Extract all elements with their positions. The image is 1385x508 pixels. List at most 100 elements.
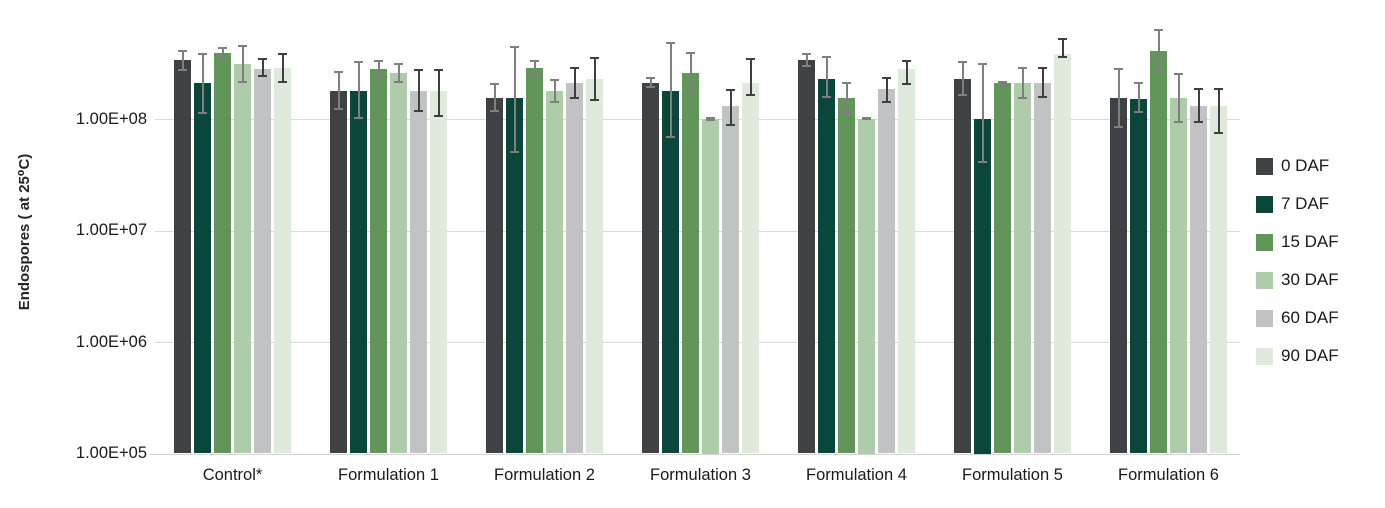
error-bar — [669, 42, 672, 138]
bar — [838, 97, 855, 454]
error-bar-cap-bottom — [178, 68, 187, 71]
error-bar — [961, 61, 964, 97]
error-bar — [1197, 87, 1200, 124]
error-bar — [513, 46, 516, 153]
bar — [702, 119, 719, 454]
error-bar-cap-bottom — [550, 100, 559, 103]
error-bar-cap-top — [1194, 87, 1203, 90]
bar — [254, 69, 271, 454]
error-bar — [493, 83, 496, 113]
bar — [1170, 97, 1187, 454]
error-bar-cap-top — [902, 59, 911, 62]
legend-item: 90 DAF — [1256, 346, 1339, 366]
bar — [390, 72, 407, 454]
error-bar-cap-top — [1134, 81, 1143, 84]
error-bar-cap-bottom — [842, 112, 851, 115]
legend-item: 0 DAF — [1256, 156, 1339, 176]
error-bar-cap-bottom — [434, 114, 443, 117]
error-bar-cap-bottom — [882, 100, 891, 103]
x-category-label: Formulation 1 — [338, 466, 439, 484]
legend-swatch — [1256, 195, 1273, 213]
bar — [1130, 99, 1147, 454]
error-bar — [1137, 81, 1140, 114]
error-bar-cap-top — [978, 62, 987, 65]
error-bar-cap-top — [726, 89, 735, 92]
legend-swatch — [1256, 347, 1273, 365]
bar — [662, 90, 679, 454]
error-bar-cap-top — [646, 76, 655, 79]
error-bar — [1217, 87, 1220, 135]
bar — [350, 90, 367, 454]
legend-swatch — [1256, 271, 1273, 289]
bar — [1190, 106, 1207, 454]
bar — [586, 78, 603, 454]
bar — [546, 90, 563, 454]
error-bar-cap-bottom — [374, 74, 383, 77]
error-bar-cap-bottom — [1114, 126, 1123, 129]
error-bar — [749, 58, 752, 97]
legend: 0 DAF 7 DAF 15 DAF 30 DAF 60 DAF 90 DAF — [1256, 156, 1339, 384]
error-bar-cap-top — [666, 42, 675, 45]
error-bar-cap-bottom — [198, 112, 207, 115]
error-bar — [417, 69, 420, 113]
error-bar-cap-top — [394, 63, 403, 66]
error-bar — [981, 62, 984, 164]
bar — [798, 59, 815, 454]
bar — [1150, 50, 1167, 454]
bar — [234, 64, 251, 454]
error-bar-cap-bottom — [646, 85, 655, 88]
error-bar-cap-bottom — [746, 94, 755, 97]
error-bar — [885, 76, 888, 103]
error-bar — [337, 70, 340, 111]
error-bar-cap-top — [510, 46, 519, 49]
error-bar-cap-top — [414, 69, 423, 72]
bar — [526, 68, 543, 454]
y-tick-label: 1.00E+08 — [75, 109, 147, 128]
bar — [858, 119, 875, 454]
error-bar — [729, 89, 732, 126]
legend-swatch — [1256, 233, 1273, 251]
bar — [1110, 97, 1127, 454]
legend-item: 30 DAF — [1256, 270, 1339, 290]
error-bar-cap-top — [278, 53, 287, 56]
error-bar-cap-bottom — [530, 74, 539, 77]
error-bar-cap-top — [334, 70, 343, 73]
bar — [370, 69, 387, 454]
error-bar-cap-bottom — [902, 83, 911, 86]
error-bar-cap-bottom — [958, 94, 967, 97]
bar — [818, 78, 835, 454]
error-bar-cap-top — [218, 47, 227, 50]
bar — [742, 83, 759, 454]
error-bar-cap-top — [590, 56, 599, 59]
error-bar-cap-top — [706, 116, 715, 119]
error-bar — [281, 53, 284, 84]
error-bar-cap-bottom — [590, 99, 599, 101]
error-bar-cap-bottom — [258, 74, 267, 77]
error-bar-cap-bottom — [686, 90, 695, 93]
error-bar-cap-top — [550, 78, 559, 81]
error-bar-cap-bottom — [1018, 97, 1027, 100]
error-bar-cap-top — [822, 56, 831, 59]
error-bar — [437, 69, 440, 117]
error-bar — [181, 49, 184, 71]
legend-swatch — [1256, 309, 1273, 327]
bar — [722, 106, 739, 454]
error-bar-cap-top — [354, 61, 363, 64]
legend-item: 60 DAF — [1256, 308, 1339, 328]
error-bar-cap-top — [198, 53, 207, 56]
legend-label: 90 DAF — [1281, 346, 1339, 365]
bar — [274, 68, 291, 454]
error-bar — [689, 52, 692, 93]
error-bar — [377, 59, 380, 77]
error-bar-cap-bottom — [822, 95, 831, 98]
error-bar-cap-bottom — [706, 119, 715, 122]
error-bar — [241, 45, 244, 84]
x-category-label: Formulation 5 — [962, 466, 1063, 484]
error-bar-cap-bottom — [1194, 121, 1203, 124]
error-bar-cap-bottom — [862, 118, 871, 121]
error-bar — [593, 56, 596, 101]
error-bar — [1041, 66, 1044, 98]
bar — [994, 83, 1011, 454]
error-bar-cap-bottom — [998, 83, 1007, 86]
error-bar — [221, 47, 224, 60]
